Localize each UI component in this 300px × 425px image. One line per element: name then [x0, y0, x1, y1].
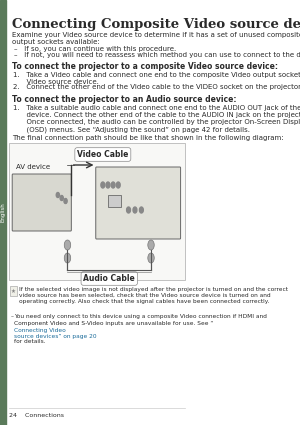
Text: for details.: for details.	[14, 339, 46, 344]
Text: Audio Cable: Audio Cable	[83, 274, 135, 283]
Text: 1.   Take a suitable audio cable and connect one end to the AUDIO OUT jack of th: 1. Take a suitable audio cable and conne…	[13, 105, 300, 133]
Circle shape	[148, 253, 154, 263]
Text: Video Cable: Video Cable	[77, 150, 128, 159]
Text: Connecting Composite Video source devices: Connecting Composite Video source device…	[12, 18, 300, 31]
FancyBboxPatch shape	[12, 174, 71, 231]
Circle shape	[140, 207, 143, 213]
Circle shape	[101, 182, 105, 188]
Text: To connect the projector to a composite Video source device:: To connect the projector to a composite …	[12, 62, 278, 71]
Text: You need only connect to this device using a composite Video connection if HDMI : You need only connect to this device usi…	[14, 314, 267, 319]
Circle shape	[133, 207, 137, 213]
Text: Examine your Video source device to determine if it has a set of unused composit: Examine your Video source device to dete…	[12, 32, 300, 45]
Text: The final connection path should be like that shown in the following diagram:: The final connection path should be like…	[12, 135, 283, 141]
Circle shape	[116, 182, 120, 188]
Text: –: –	[10, 314, 13, 319]
Circle shape	[60, 196, 63, 201]
Circle shape	[64, 253, 71, 263]
Text: English: English	[1, 202, 6, 222]
Text: –   If so, you can continue with this procedure.: – If so, you can continue with this proc…	[14, 46, 176, 52]
Text: 24    Connections: 24 Connections	[9, 413, 64, 418]
Circle shape	[64, 198, 67, 204]
Bar	[0, 0, 6, 425]
Text: –   If not, you will need to reassess which method you can use to connect to the: – If not, you will need to reassess whic…	[14, 52, 300, 58]
Circle shape	[64, 240, 71, 250]
Circle shape	[148, 240, 154, 250]
Circle shape	[127, 207, 130, 213]
Bar	[10, 286, 17, 296]
Text: 2.   Connect the other end of the Video cable to the VIDEO socket on the project: 2. Connect the other end of the Video ca…	[13, 84, 300, 90]
Bar	[108, 195, 121, 207]
Circle shape	[56, 193, 59, 198]
Text: Component Video and S-Video inputs are unavailable for use. See “: Component Video and S-Video inputs are u…	[14, 321, 214, 326]
Text: AV device: AV device	[16, 164, 50, 170]
Text: ★: ★	[11, 289, 16, 294]
Text: If the selected video image is not displayed after the projector is turned on an: If the selected video image is not displ…	[19, 287, 288, 303]
Text: 1.   Take a Video cable and connect one end to the composite Video output socket: 1. Take a Video cable and connect one en…	[13, 72, 300, 85]
Circle shape	[111, 182, 115, 188]
Bar	[9, 143, 185, 280]
Circle shape	[106, 182, 110, 188]
Text: Connecting Video
source devices” on page 20: Connecting Video source devices” on page…	[14, 328, 97, 339]
FancyBboxPatch shape	[96, 167, 181, 239]
Text: To connect the projector to an Audio source device:: To connect the projector to an Audio sou…	[12, 95, 236, 104]
